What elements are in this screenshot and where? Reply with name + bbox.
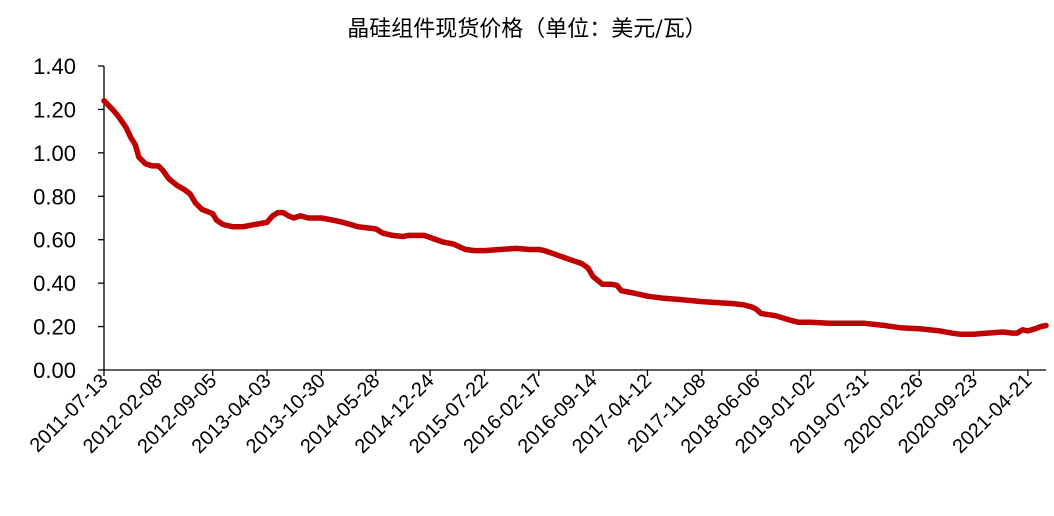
y-tick-label: 0.00 (33, 358, 76, 383)
y-tick-label: 0.40 (33, 271, 76, 296)
y-tick-label: 0.80 (33, 184, 76, 209)
x-axis: 2011-07-132012-02-082012-09-052013-04-03… (26, 369, 1046, 458)
chart-title: 晶硅组件现货价格（单位：美元/瓦） (347, 17, 706, 42)
y-tick-label: 0.60 (33, 228, 76, 253)
y-axis: 0.00 0.20 0.40 0.60 0.80 1.00 1.20 1.40 (33, 54, 105, 383)
y-tick-label: 1.20 (33, 97, 76, 122)
series-line (101, 97, 1049, 337)
y-tick-label: 0.20 (33, 315, 76, 340)
y-tick-label: 1.40 (33, 54, 76, 79)
series-group (101, 97, 1049, 337)
y-tick-label: 1.00 (33, 141, 76, 166)
